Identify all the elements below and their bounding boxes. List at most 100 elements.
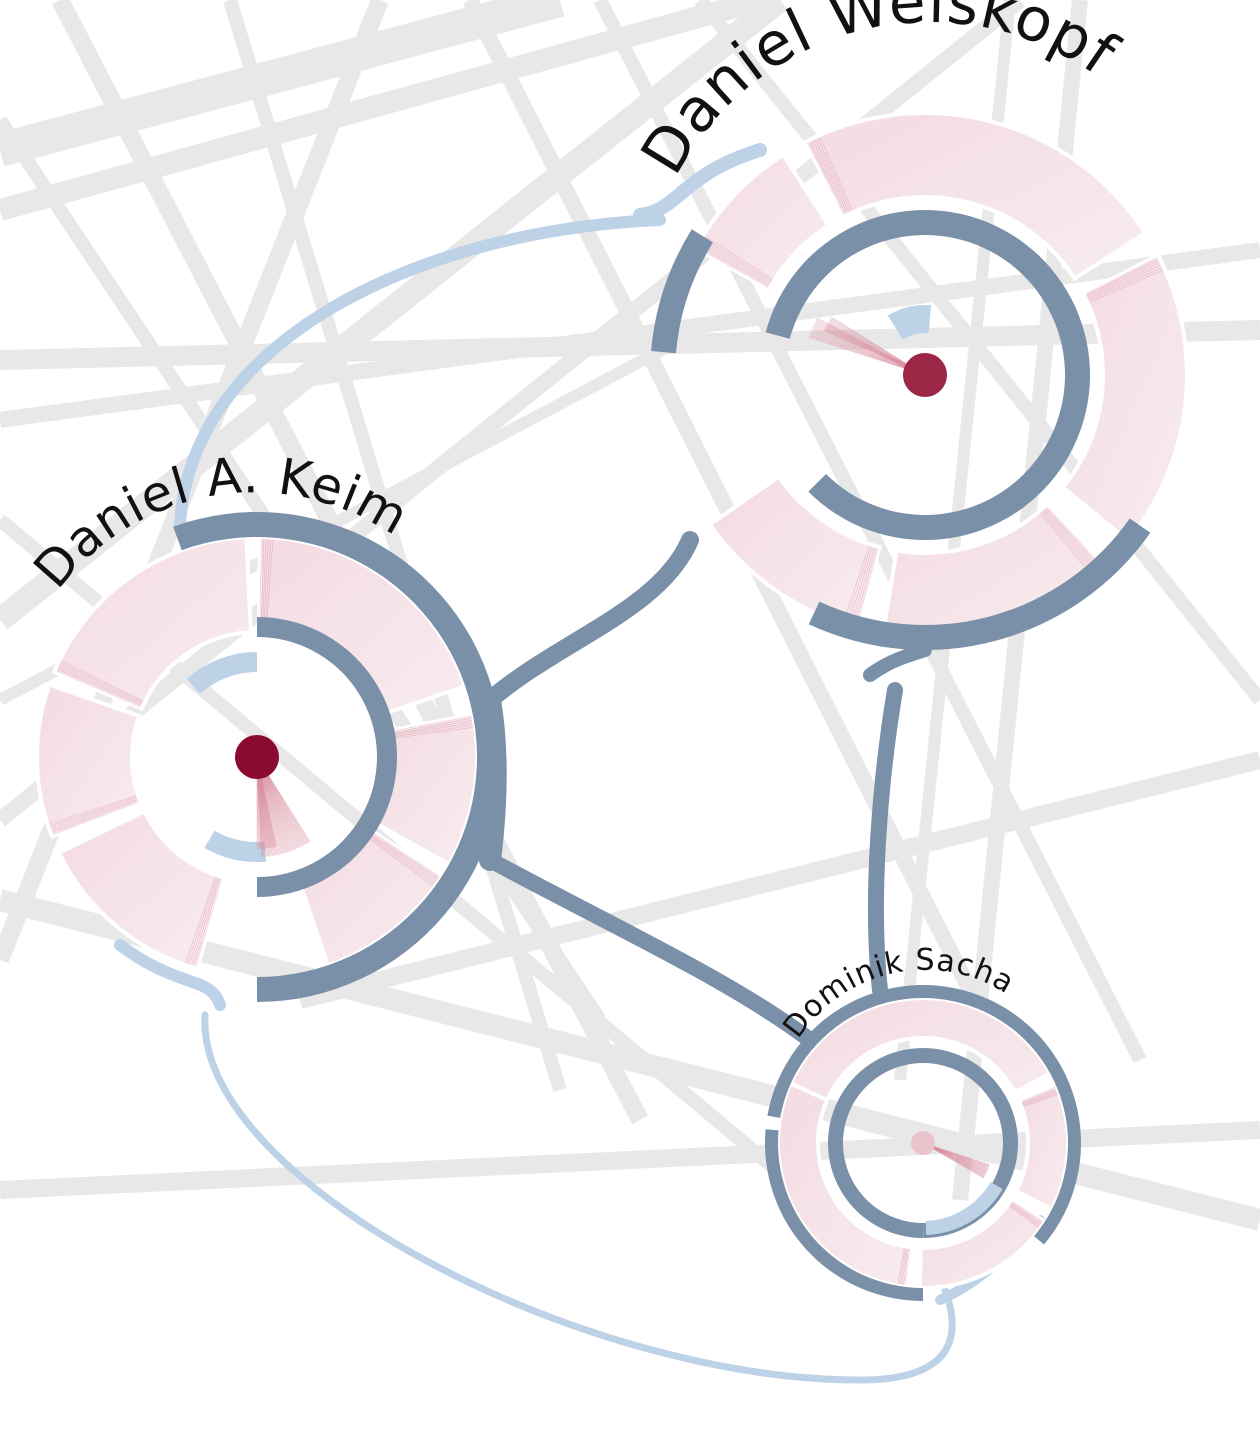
author-node-weiskopf[interactable]	[651, 111, 1189, 650]
publication-stripe	[848, 547, 873, 624]
publication-stripe	[187, 877, 217, 964]
publication-stripe	[1012, 1201, 1043, 1222]
collaboration-arc-weak	[887, 305, 932, 340]
publication-stripe	[381, 718, 472, 735]
publication-stripe	[266, 539, 274, 631]
publication-stripe	[1087, 262, 1160, 298]
publication-stripe	[360, 830, 435, 885]
publication-stripe	[814, 139, 850, 212]
publication-stripe	[699, 245, 769, 286]
publication-stripe	[363, 826, 440, 877]
publication-stripe	[900, 1248, 907, 1285]
publication-stripe	[901, 1248, 908, 1285]
publication-stripe	[262, 539, 267, 631]
collaboration-arc-weak	[204, 830, 267, 863]
publication-stripe	[263, 539, 269, 631]
collaboration-arc-weak	[186, 652, 257, 694]
publication-stripe	[1009, 1205, 1039, 1228]
publication-segment[interactable]	[707, 473, 882, 631]
publication-stripe	[195, 878, 222, 967]
author-center-dot[interactable]	[235, 735, 279, 779]
publication-stripe	[809, 141, 846, 214]
collaboration-arc-strong	[257, 617, 397, 897]
strong-link-weiskopf-keim	[481, 531, 699, 709]
publication-stripe	[50, 798, 138, 829]
publication-stripe	[264, 539, 271, 631]
publication-segment[interactable]	[692, 152, 832, 292]
weak-link-keim-sacha	[201, 1011, 956, 1384]
publication-stripe	[382, 722, 473, 738]
nodes-layer	[35, 111, 1189, 1301]
strong-link-keim-sacha	[482, 852, 818, 1048]
publication-stripe	[903, 1248, 909, 1285]
publication-stripe	[49, 795, 137, 824]
publication-stripe	[898, 1248, 906, 1285]
publication-stripe	[60, 662, 143, 703]
publication-stripe	[1011, 1202, 1042, 1223]
publication-stripe	[361, 828, 438, 881]
publication-stripe	[1047, 506, 1102, 566]
publication-stripe	[360, 829, 436, 883]
author-node-sacha[interactable]	[765, 984, 1081, 1301]
publication-stripe	[1010, 1204, 1041, 1226]
publication-stripe	[704, 236, 773, 280]
publication-stripe	[1042, 510, 1096, 572]
publication-stripe	[1044, 509, 1098, 570]
publication-stripe	[1045, 508, 1100, 568]
publication-stripe	[703, 238, 772, 281]
publication-stripe	[904, 1249, 910, 1285]
publication-stripe	[381, 715, 472, 734]
collaboration-arc-weak	[925, 1182, 1003, 1235]
publication-segment[interactable]	[35, 682, 144, 840]
publication-stripe	[843, 545, 870, 623]
collaboration-arc-outer	[765, 1129, 923, 1301]
publication-stripe	[1039, 513, 1092, 575]
publication-stripe	[1021, 1088, 1056, 1103]
author-node-keim[interactable]	[35, 511, 503, 1002]
publication-stripe	[856, 548, 879, 626]
publication-stripe	[701, 240, 771, 283]
publication-stripe	[382, 724, 473, 739]
weak-link-weiskopf-keim	[174, 214, 666, 531]
author-center-dot[interactable]	[903, 353, 947, 397]
publication-segment[interactable]	[51, 535, 253, 712]
publication-stripe	[61, 660, 144, 702]
publication-stripe	[359, 831, 434, 886]
publication-stripe	[697, 247, 769, 288]
weak-link-weiskopf-arm	[633, 143, 767, 222]
publication-segment[interactable]	[778, 996, 1053, 1126]
publication-stripe	[1023, 1092, 1058, 1106]
publication-stripe	[191, 878, 220, 966]
publication-stripe	[59, 664, 143, 704]
publication-stripe	[897, 1248, 905, 1284]
strong-link-weiskopf-junction	[863, 643, 932, 682]
publication-stripe	[52, 800, 138, 833]
publication-stripe	[851, 547, 875, 625]
publication-stripe	[1089, 269, 1164, 303]
strong-link-weiskopf-sacha	[867, 682, 903, 998]
publication-stripe	[819, 136, 853, 211]
publication-stripe	[53, 801, 139, 835]
publication-segment[interactable]	[802, 111, 1148, 282]
publication-stripe	[1041, 511, 1094, 574]
weak-link-keim-arm	[114, 939, 226, 1011]
publication-stripe	[382, 727, 474, 741]
publication-stripe	[260, 539, 265, 631]
publication-segment[interactable]	[56, 808, 226, 972]
publication-stripe	[56, 670, 141, 708]
publication-stripe	[812, 140, 848, 213]
publication-stripe	[1088, 264, 1161, 300]
publication-stripe	[1086, 259, 1159, 296]
publication-stripe	[846, 546, 871, 623]
publication-stripe	[1022, 1091, 1057, 1105]
publication-stripe	[700, 243, 770, 285]
publication-stripe	[193, 878, 221, 966]
publication-stripe	[817, 138, 851, 212]
publication-stripe	[259, 539, 262, 631]
publication-stripe	[51, 799, 138, 831]
publication-stripe	[1085, 257, 1158, 295]
publication-stripe	[1009, 1205, 1040, 1227]
author-center-dot[interactable]	[911, 1131, 935, 1155]
collaboration-arc-outer	[767, 984, 1081, 1245]
